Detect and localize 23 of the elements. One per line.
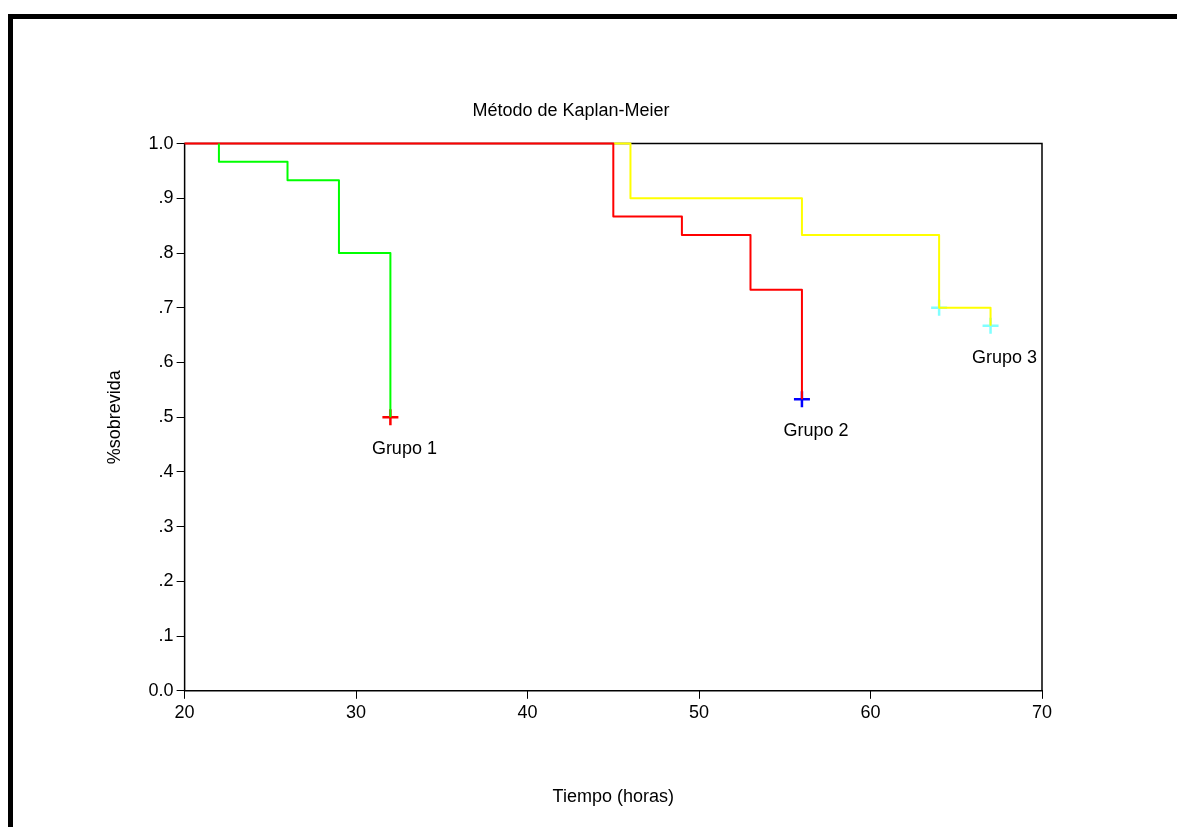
y-tick-label: .3 xyxy=(158,515,174,536)
x-axis-title: Tiempo (horas) xyxy=(552,786,674,807)
series-label: Grupo 3 xyxy=(972,346,1038,367)
x-tick-label: 30 xyxy=(346,701,367,722)
x-tick-label: 70 xyxy=(1031,701,1053,722)
y-tick-label: .6 xyxy=(158,351,174,372)
y-tick-label: 0.0 xyxy=(148,679,174,700)
y-tick-label: .8 xyxy=(158,242,174,263)
y-tick-label: .2 xyxy=(158,570,174,591)
y-tick-label: 1.0 xyxy=(148,132,174,153)
y-tick-label: .7 xyxy=(158,296,174,317)
y-axis-title: %sobrevida xyxy=(103,369,124,465)
series-label: Grupo 2 xyxy=(783,420,849,441)
y-tick-label: .1 xyxy=(158,625,174,646)
x-tick-label: 40 xyxy=(517,701,538,722)
y-tick-label: .5 xyxy=(158,406,174,427)
x-tick-label: 20 xyxy=(174,701,195,722)
x-tick-label: 60 xyxy=(860,701,881,722)
y-tick-label: .9 xyxy=(158,187,174,208)
y-tick-label: .4 xyxy=(158,460,174,481)
x-tick-label: 50 xyxy=(689,701,710,722)
chart-title: Método de Kaplan-Meier xyxy=(472,99,670,120)
series-label: Grupo 1 xyxy=(371,438,437,459)
